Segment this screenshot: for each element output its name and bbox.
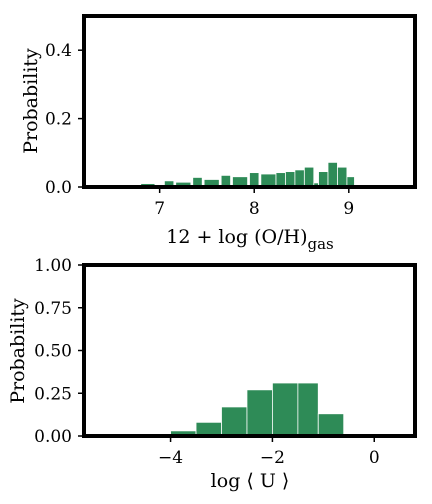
ionization-bar-7 xyxy=(317,413,345,437)
metallicity-y-tick-label-2: 0.4 xyxy=(45,41,72,61)
metallicity-y-tick-label-1: 0.2 xyxy=(45,110,72,130)
ionization-bar-2 xyxy=(195,421,222,437)
ionization-y-tick-label-1: 0.25 xyxy=(34,384,72,404)
metallicity-x-tick-label-0: 7 xyxy=(154,199,165,219)
metallicity-y-ticks: 0.0 0.2 0.4 xyxy=(45,41,84,198)
metallicity-plot-frame xyxy=(82,14,417,189)
metallicity-y-axis-label: Probability xyxy=(20,48,42,154)
ionization-y-tick-label-3: 0.75 xyxy=(34,299,72,319)
ionization-bar-3 xyxy=(221,406,248,437)
metallicity-bars xyxy=(130,161,355,188)
ionization-bars xyxy=(137,382,345,437)
metallicity-bar-8 xyxy=(249,172,260,188)
ionization-x-tick-label-0: −4 xyxy=(158,448,183,468)
ionization-x-tick-label-2: 0 xyxy=(369,448,380,468)
ionization-y-axis-label: Probability xyxy=(7,298,29,404)
metallicity-bar-11 xyxy=(285,171,296,188)
ionization-x-tick-label-1: −2 xyxy=(260,448,285,468)
metallicity-bar-16 xyxy=(327,161,338,188)
metallicity-bar-17 xyxy=(337,166,348,188)
metallicity-x-axis-label: 12 + log (O/H)gas xyxy=(166,226,334,253)
ionization-y-ticks: 0.00 0.25 0.50 0.75 1.00 xyxy=(34,256,84,447)
ionization-y-tick-label-0: 0.00 xyxy=(34,427,72,447)
metallicity-histogram-panel: 7 8 9 0.0 0.2 0.4 12 + log (O/H)gas Probabil… xyxy=(20,14,417,253)
metallicity-bar-15 xyxy=(318,171,329,188)
metallicity-x-ticks: 7 8 9 xyxy=(154,187,354,219)
ionization-y-tick-label-2: 0.50 xyxy=(34,342,72,362)
metallicity-x-tick-label-2: 9 xyxy=(343,199,354,219)
ionization-bar-4 xyxy=(246,389,273,437)
metallicity-y-tick-label-0: 0.0 xyxy=(45,178,72,198)
metallicity-bar-13 xyxy=(303,166,315,188)
metallicity-bar-12 xyxy=(294,169,305,188)
metallicity-x-tick-label-1: 8 xyxy=(249,199,260,219)
metallicity-bar-10 xyxy=(275,172,286,188)
ionization-x-ticks: −4 −2 0 xyxy=(158,436,380,468)
ionization-x-axis-label: log ⟨ U ⟩ xyxy=(211,470,290,492)
ionization-histogram-panel: −4 −2 0 0.00 0.25 0.50 0.75 1.00 log ⟨ U ⟩ Pro… xyxy=(7,256,417,492)
ionization-bar-5 xyxy=(272,382,299,437)
ionization-y-tick-label-4: 1.00 xyxy=(34,256,72,276)
ionization-bar-6 xyxy=(297,382,319,437)
